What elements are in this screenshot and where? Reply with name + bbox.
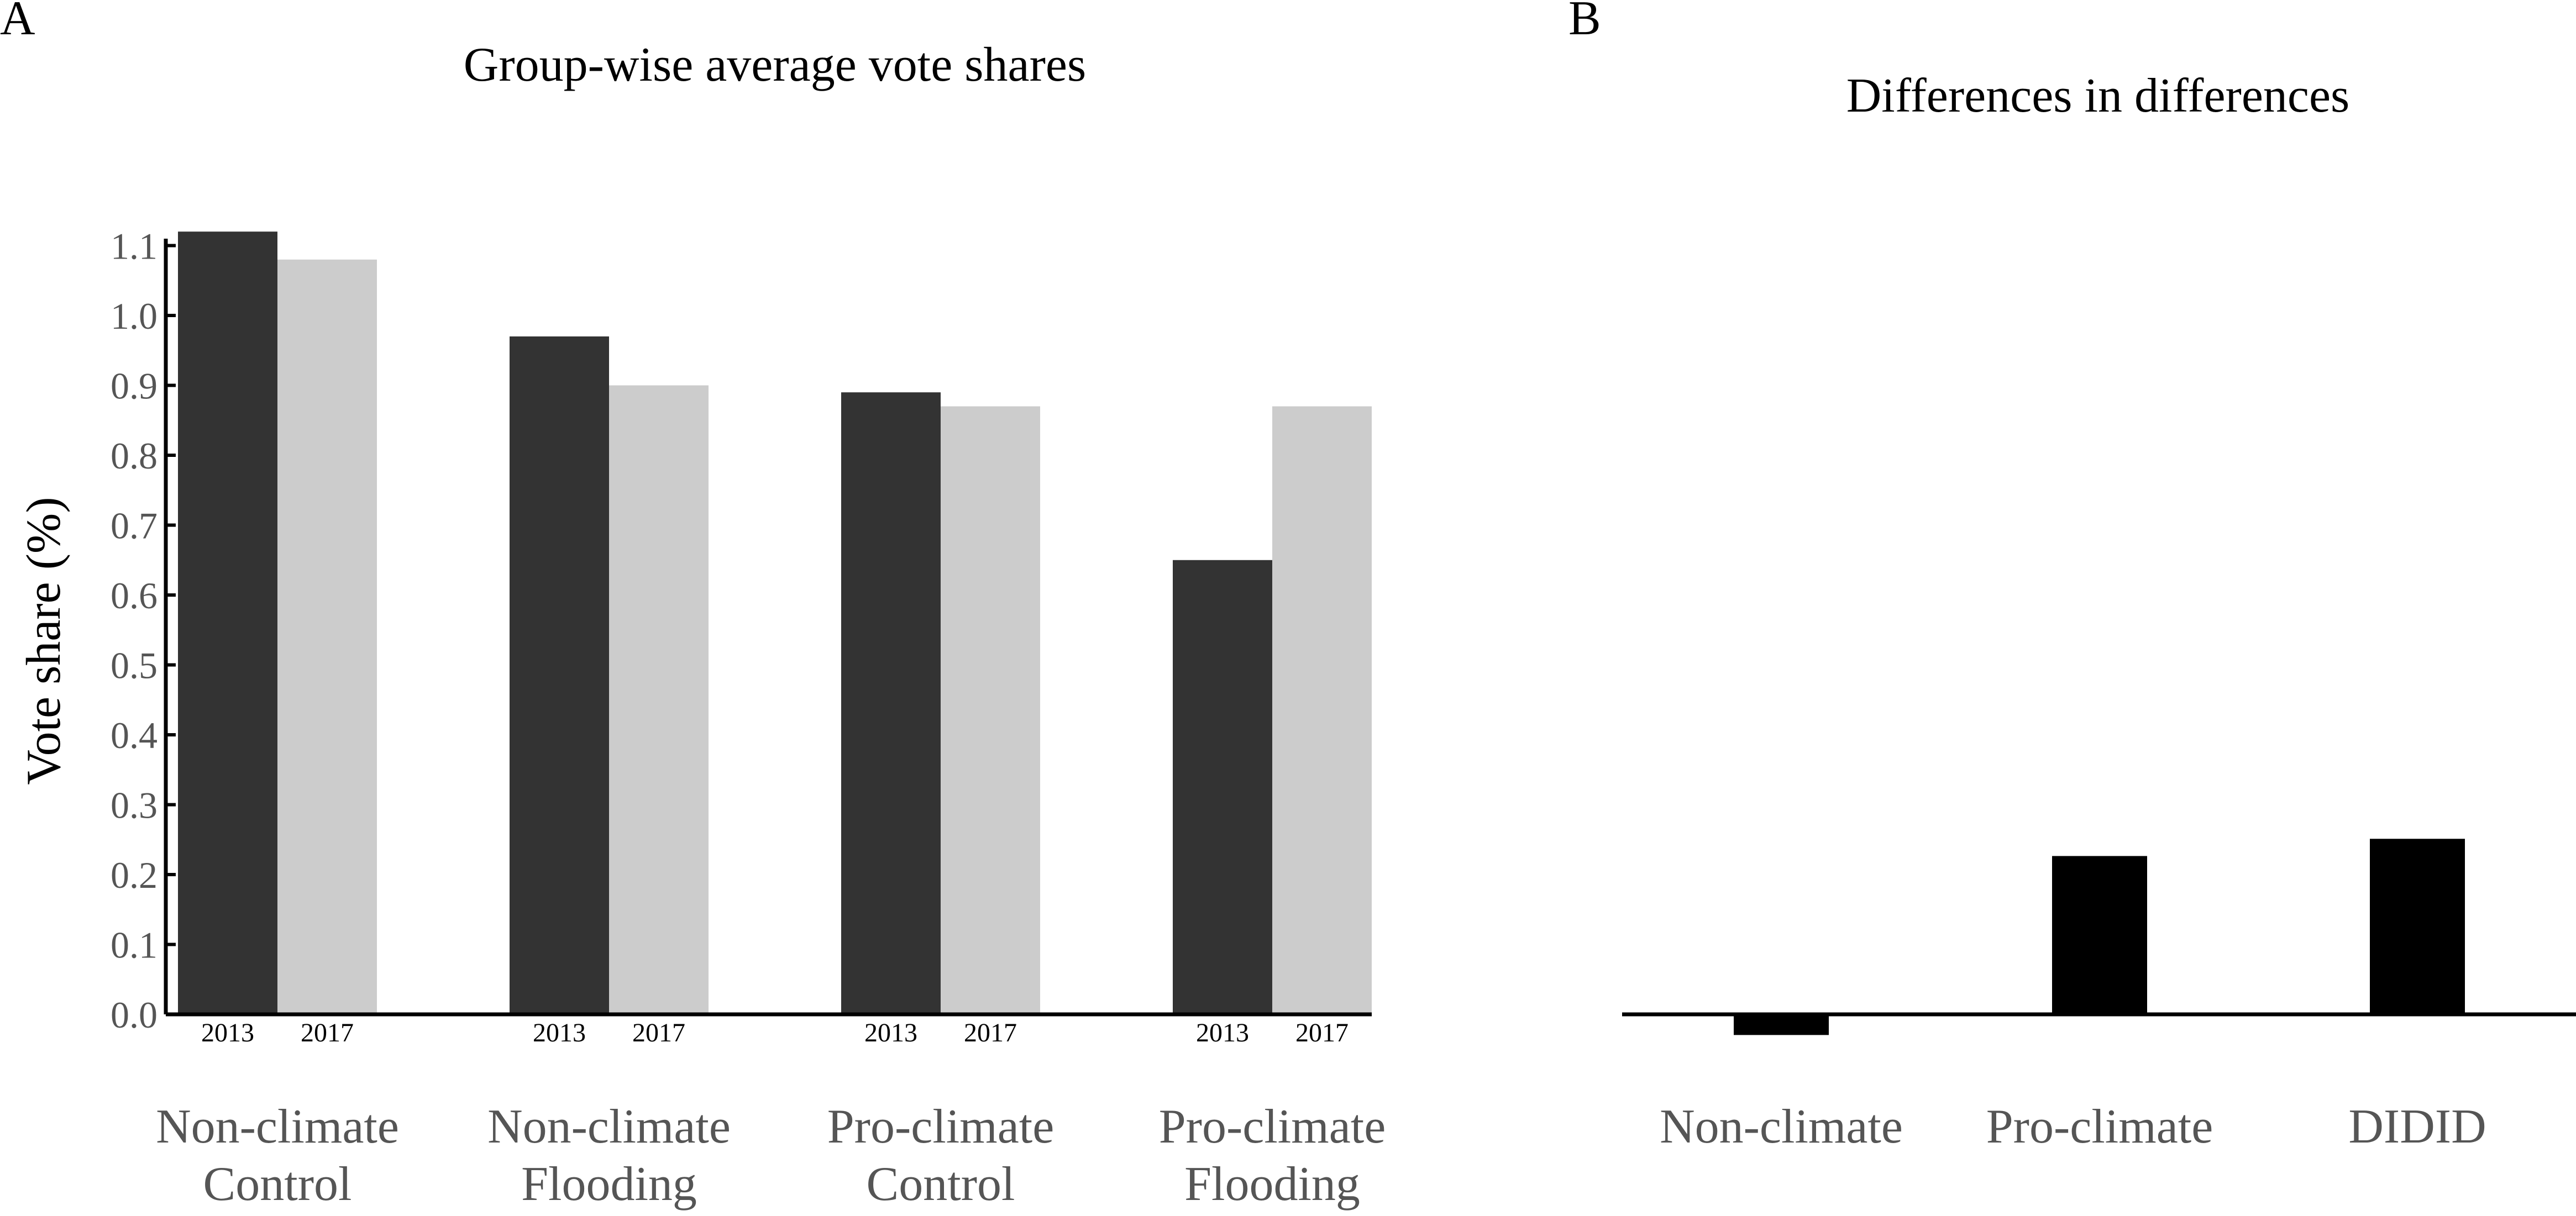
bar-2013-group-3 <box>841 392 941 1014</box>
category-label: Pro-climate <box>827 1100 1054 1154</box>
y-tick-label: 0.6 <box>111 575 158 617</box>
y-axis: 0.0 0.1 0.2 0.3 0.4 0.5 0.6 0.7 0.8 0.9 1.0 1.1 <box>111 225 176 1036</box>
category-label: Flooding <box>1184 1157 1360 1211</box>
y-tick-label: 0.7 <box>111 505 158 547</box>
diff-bar-3 <box>2370 839 2465 1014</box>
diff-bar-1 <box>1734 1014 1829 1035</box>
category-label: DIDID <box>2348 1100 2486 1154</box>
y-tick-label: 0.3 <box>111 785 158 827</box>
diff-bar-2 <box>2052 856 2147 1014</box>
year-label: 2013 <box>201 1018 254 1047</box>
y-tick-label: 0.8 <box>111 435 158 477</box>
panel-a: A Group-wise average vote shares Vote sh… <box>0 0 1386 1211</box>
panel-a-bars <box>178 231 1372 1015</box>
category-label: Flooding <box>521 1157 697 1211</box>
category-label: Non-climate <box>156 1100 399 1154</box>
panel-b: B Differences in differences Non-climate… <box>1568 0 2576 1154</box>
bar-2017-group-4 <box>1272 406 1372 1015</box>
panel-b-bars <box>1734 839 2465 1035</box>
year-label: 2013 <box>1196 1018 1249 1047</box>
category-label: Non-climate <box>487 1100 731 1154</box>
panel-a-label: A <box>0 0 35 45</box>
bar-2017-group-1 <box>277 259 377 1014</box>
year-label: 2017 <box>632 1018 685 1047</box>
y-tick-label: 1.0 <box>111 295 158 337</box>
year-label: 2017 <box>1295 1018 1349 1047</box>
panel-a-categories: Non-climateControlNon-climateFloodingPro… <box>156 1100 1386 1211</box>
bar-2013-group-1 <box>178 231 277 1015</box>
y-tick-label: 0.0 <box>111 994 158 1036</box>
bar-2017-group-3 <box>941 406 1040 1015</box>
panel-b-categories: Non-climate Pro-climate DIDID <box>1660 1100 2486 1154</box>
y-tick-label: 0.2 <box>111 854 158 896</box>
y-tick-label: 0.9 <box>111 365 158 407</box>
category-label: Non-climate <box>1660 1100 1903 1154</box>
y-tick-label: 0.4 <box>111 714 158 756</box>
category-label: Pro-climate <box>1159 1100 1386 1154</box>
panel-b-label: B <box>1568 0 1601 45</box>
year-label: 2017 <box>964 1018 1017 1047</box>
y-tick-label: 1.1 <box>111 225 158 267</box>
category-label: Control <box>203 1157 352 1211</box>
y-tick-label: 0.5 <box>111 645 158 687</box>
year-labels: 2013 2017 2013 2017 2013 2017 2013 2017 <box>201 1018 1349 1047</box>
panel-b-title: Differences in differences <box>1846 69 2350 123</box>
year-label: 2017 <box>301 1018 354 1047</box>
y-tick-label: 0.1 <box>111 924 158 966</box>
year-label: 2013 <box>864 1018 917 1047</box>
panel-a-title: Group-wise average vote shares <box>464 38 1086 92</box>
bar-2017-group-2 <box>609 385 709 1014</box>
bar-2013-group-2 <box>510 336 609 1015</box>
y-axis-label: Vote share (%) <box>17 497 71 785</box>
year-label: 2013 <box>533 1018 586 1047</box>
category-label: Control <box>867 1157 1015 1211</box>
category-label: Pro-climate <box>1986 1100 2213 1154</box>
bar-2013-group-4 <box>1173 560 1272 1014</box>
